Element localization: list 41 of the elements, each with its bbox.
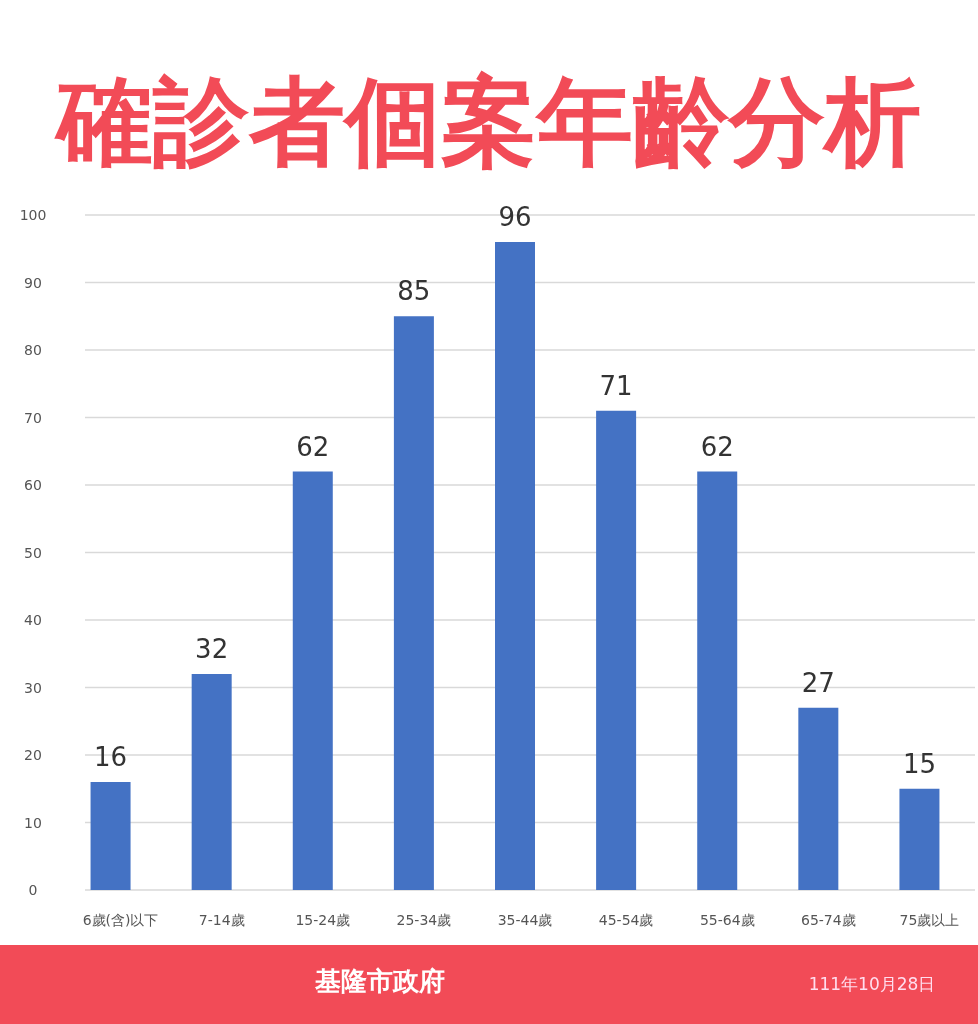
y-tick-label: 40 (24, 612, 42, 628)
text: 111年10月28日 (808, 974, 936, 994)
x-tick-label: 15-24歲 (295, 912, 351, 928)
y-tick-label: 60 (24, 477, 42, 493)
x-tick-label: 6歲(含)以下 (82, 912, 159, 928)
y-tick-label: 80 (24, 342, 42, 358)
data-label: 85 (397, 276, 431, 307)
data-label: 32 (195, 634, 229, 664)
bar (393, 316, 434, 890)
bar (899, 788, 940, 890)
y-tick-label: 50 (24, 544, 42, 561)
x-tick-label: 75歲以上 (899, 912, 960, 928)
chart-title: 確診者個案年齡分析 (54, 66, 921, 178)
x-tick-label: 7-14歲 (198, 912, 245, 928)
data-label: 62 (296, 431, 330, 462)
y-tick-label: 70 (24, 409, 42, 426)
bar (596, 410, 637, 890)
bar (697, 471, 738, 890)
x-tick-label: 65-74歲 (800, 912, 856, 928)
bar (798, 707, 839, 890)
x-tick-label: 35-44歲 (497, 912, 553, 928)
y-tick-label: 20 (24, 747, 42, 763)
data-label: 62 (700, 431, 734, 462)
data-label: 16 (94, 742, 128, 772)
bar (292, 471, 333, 890)
y-tick-label: 100 (19, 207, 47, 223)
y-tick-label: 30 (24, 679, 42, 696)
text: 基隆市政府 (314, 966, 445, 996)
x-tick-label: 55-64歲 (699, 912, 755, 928)
data-label: 96 (498, 202, 532, 232)
bar (191, 674, 232, 890)
data-label: 27 (801, 667, 835, 698)
x-tick-label: 45-54歲 (598, 912, 654, 928)
y-tick-label: 10 (24, 814, 42, 831)
data-label: 71 (599, 370, 633, 401)
y-tick-label: 90 (24, 274, 42, 291)
bar (495, 242, 535, 890)
data-label: 15 (902, 748, 936, 779)
y-tick-label: 0 (28, 882, 38, 898)
bar (90, 782, 131, 890)
x-tick-label: 25-34歲 (396, 912, 452, 928)
